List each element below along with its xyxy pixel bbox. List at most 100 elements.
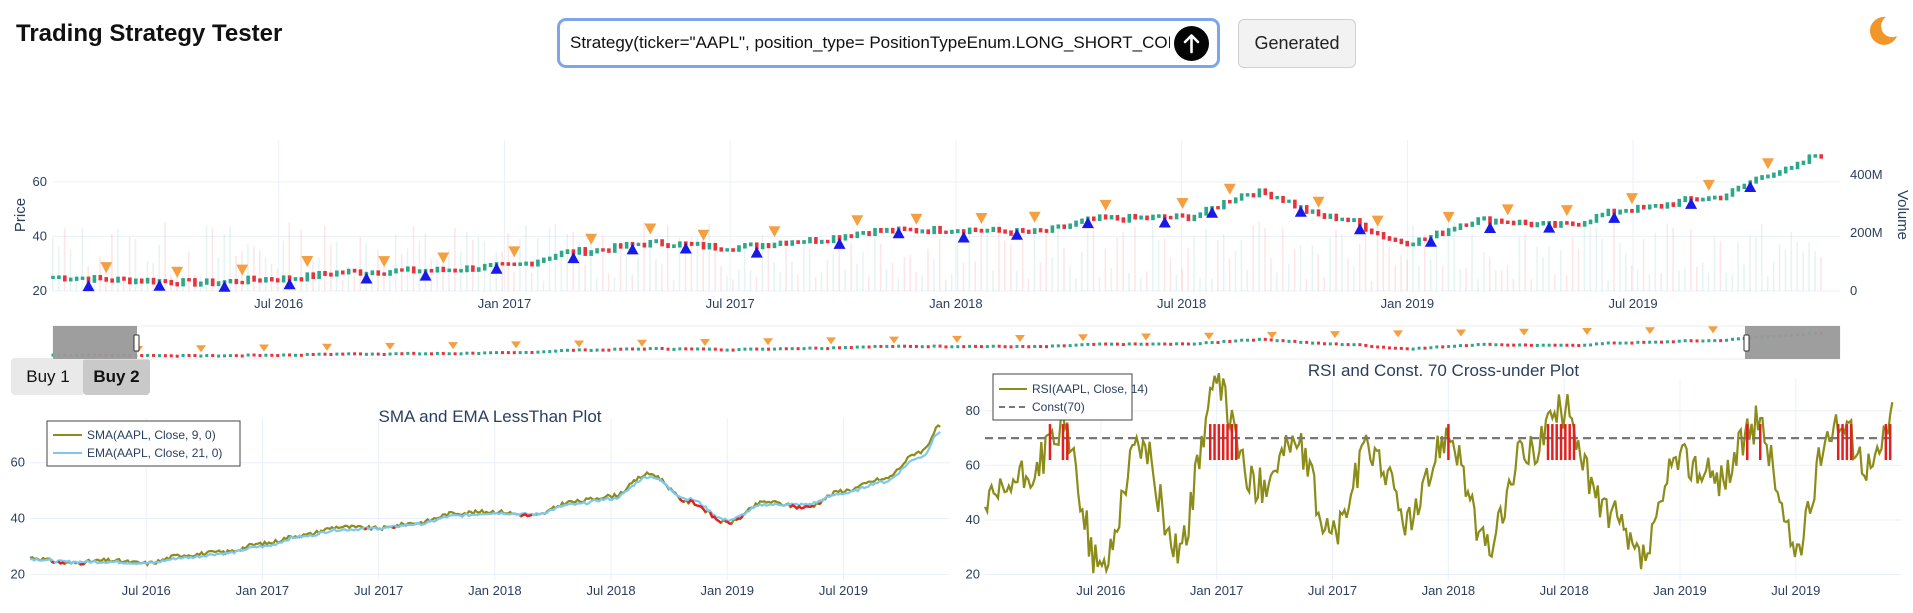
exit-marker: [910, 213, 923, 225]
volume-bar: [1258, 221, 1260, 291]
volume-bar: [223, 234, 225, 291]
volume-bar: [844, 269, 846, 291]
mini-candle: [1547, 343, 1551, 347]
volume-bar: [1205, 228, 1207, 291]
volume-bar: [1069, 266, 1071, 291]
range-slider[interactable]: [51, 325, 1841, 360]
volume-bar: [306, 278, 308, 291]
submit-query-button[interactable]: [1174, 26, 1209, 61]
candlestick-chart[interactable]: 20 40 60 Jul 2016 Jan 2017 Jul 2017 Jan 2018 Ju…: [12, 140, 1911, 311]
volume-bar: [1761, 223, 1763, 291]
candle: [1807, 154, 1812, 164]
mini-candle: [654, 346, 658, 350]
volume-bar: [1063, 247, 1065, 291]
volume-bar: [797, 274, 799, 291]
generated-button[interactable]: Generated: [1238, 19, 1356, 68]
candle: [1145, 215, 1149, 221]
mini-candle: [1405, 347, 1409, 351]
moon-icon[interactable]: [1866, 14, 1900, 48]
mini-candle: [778, 347, 782, 351]
mini-candle: [506, 351, 510, 355]
candle: [376, 270, 381, 276]
candle: [648, 239, 653, 248]
volume-bar: [1418, 266, 1420, 291]
volume-bar: [477, 237, 480, 291]
mini-candle: [187, 353, 191, 357]
mini-candle: [938, 344, 942, 348]
mini-candle: [1234, 339, 1238, 343]
candle: [843, 234, 848, 241]
rsi-chart[interactable]: 20 40 60 80 Jul 2016 Jan 2017 Jul 2017 Jan 2018…: [966, 361, 1902, 598]
volume-bar: [1524, 233, 1527, 291]
volume-bar: [63, 227, 66, 291]
candle: [796, 240, 800, 244]
volume-bar: [99, 256, 101, 291]
exit-marker: [100, 262, 113, 274]
volume-bar: [1565, 275, 1568, 291]
candle: [1056, 224, 1061, 229]
volume-bar: [944, 279, 947, 291]
volume-bar: [371, 274, 373, 291]
volume-bar: [968, 232, 971, 291]
mini-candle: [702, 347, 706, 351]
mini-candle: [1458, 344, 1462, 348]
mini-exit-marker: [1078, 334, 1088, 342]
candle: [370, 270, 375, 276]
volume-bar: [1364, 225, 1367, 291]
sma-ema-chart[interactable]: 20 40 60 Jul 2016 Jan 2017 Jul 2017 Jan 2018 Ju…: [11, 407, 950, 598]
candle: [311, 272, 316, 279]
entry-marker: [1685, 197, 1698, 209]
time-tick-label: Jan 2017: [478, 296, 532, 311]
candle: [950, 229, 954, 234]
mini-candle: [1364, 344, 1368, 348]
rsi-y-tick-label: 60: [966, 457, 980, 472]
mini-candle: [979, 345, 983, 349]
tab-buy-1[interactable]: Buy 1: [11, 358, 85, 395]
volume-bar: [1211, 278, 1213, 291]
volume-bar: [1701, 262, 1704, 291]
mini-candle: [258, 354, 262, 358]
volume-bar: [1719, 241, 1722, 291]
volume-bar: [578, 241, 580, 291]
mini-candle: [1612, 341, 1616, 345]
entry-marker: [1010, 228, 1023, 240]
volume-bar: [329, 244, 332, 291]
strategy-query-box[interactable]: [557, 18, 1220, 68]
candle: [506, 262, 511, 266]
mini-candle: [1050, 344, 1054, 348]
candle: [1783, 166, 1788, 174]
volume-bar: [1305, 279, 1308, 291]
candle: [305, 272, 310, 282]
range-mask-left: [53, 326, 137, 359]
strategy-query-input[interactable]: [570, 21, 1170, 65]
volume-bar: [412, 226, 415, 291]
candle: [1115, 215, 1120, 221]
mini-candle: [861, 345, 865, 349]
candle: [760, 243, 765, 250]
mini-candle: [1476, 343, 1480, 347]
candle: [51, 275, 55, 280]
entry-marker: [892, 227, 905, 239]
candle: [1168, 215, 1173, 220]
range-handle-left: [133, 334, 140, 352]
mini-candle: [217, 354, 221, 358]
mini-candle: [761, 347, 765, 351]
range-track: [52, 325, 1841, 360]
volume-bar: [205, 226, 208, 291]
candle: [819, 239, 824, 244]
volume-bar: [607, 273, 610, 291]
mini-candle: [1175, 342, 1179, 346]
candle: [1062, 224, 1067, 229]
candle: [1730, 188, 1735, 197]
mini-candle: [1263, 337, 1267, 341]
candle: [281, 275, 286, 283]
volume-bar: [1045, 228, 1047, 291]
volume-bar: [980, 231, 982, 291]
candle: [1777, 170, 1782, 176]
candle: [252, 275, 256, 282]
tab-buy-2[interactable]: Buy 2: [83, 358, 150, 395]
sma-y-tick-label: 20: [11, 566, 25, 581]
mini-candle: [536, 350, 540, 354]
mini-exit-marker: [1204, 332, 1214, 340]
candle: [1216, 206, 1220, 210]
